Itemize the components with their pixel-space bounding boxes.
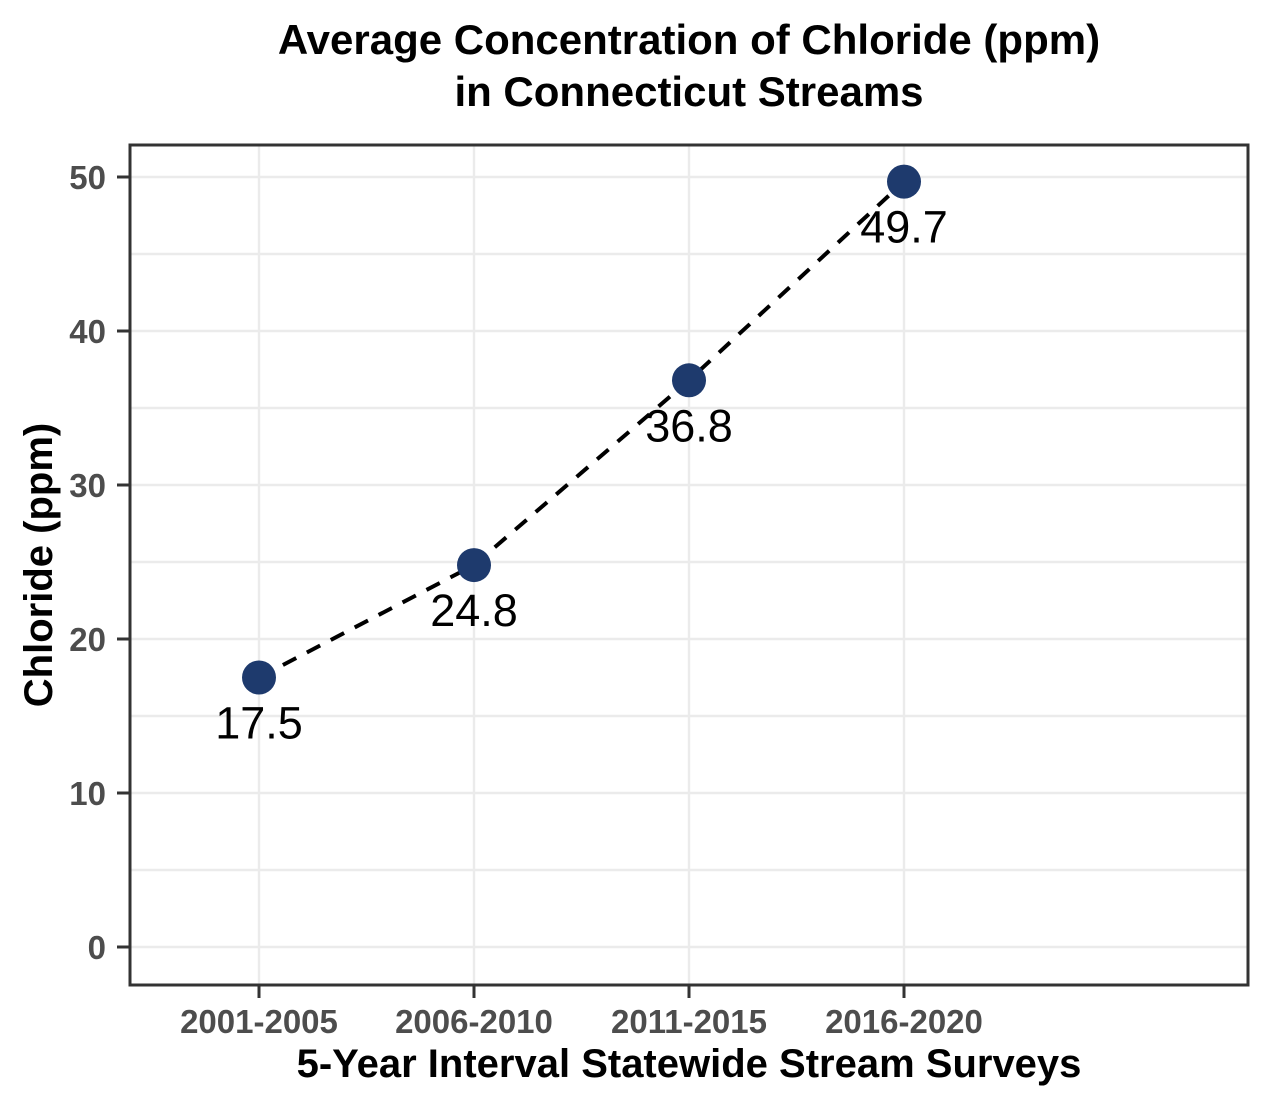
x-tick-label: 2011-2015 [611,1003,767,1040]
data-point-label: 49.7 [860,202,948,253]
y-tick-label: 40 [69,313,106,350]
y-axis-title: Chloride (ppm) [17,423,61,707]
data-point-label: 17.5 [215,698,303,749]
data-point-label: 24.8 [430,585,518,636]
x-tick-label: 2006-2010 [395,1003,553,1040]
data-point-label: 36.8 [645,400,733,451]
gridlines-layer [130,145,1248,985]
x-axis-title: 5-Year Interval Statewide Stream Surveys [297,1042,1082,1086]
y-tick-label: 10 [69,775,106,812]
x-tick-label: 2001-2005 [180,1003,338,1040]
y-tick-label: 20 [69,621,106,658]
y-tick-label: 50 [69,159,106,196]
chart-title: Average Concentration of Chloride (ppm) … [277,16,1101,115]
y-tick-label: 0 [88,929,106,966]
axis-ticks-layer: 0 10 20 30 40 50 2001-2005 2006-2010 2011-2015 20… [69,159,983,1040]
data-point [672,363,706,398]
x-tick-label: 2016-2020 [825,1003,983,1040]
trend-dashed-line [258,180,906,680]
data-point [457,548,491,583]
data-point [242,660,276,695]
data-series-layer: 17.5 24.8 36.8 49.7 [215,164,948,749]
data-point [887,164,921,199]
y-tick-label: 30 [69,467,106,504]
